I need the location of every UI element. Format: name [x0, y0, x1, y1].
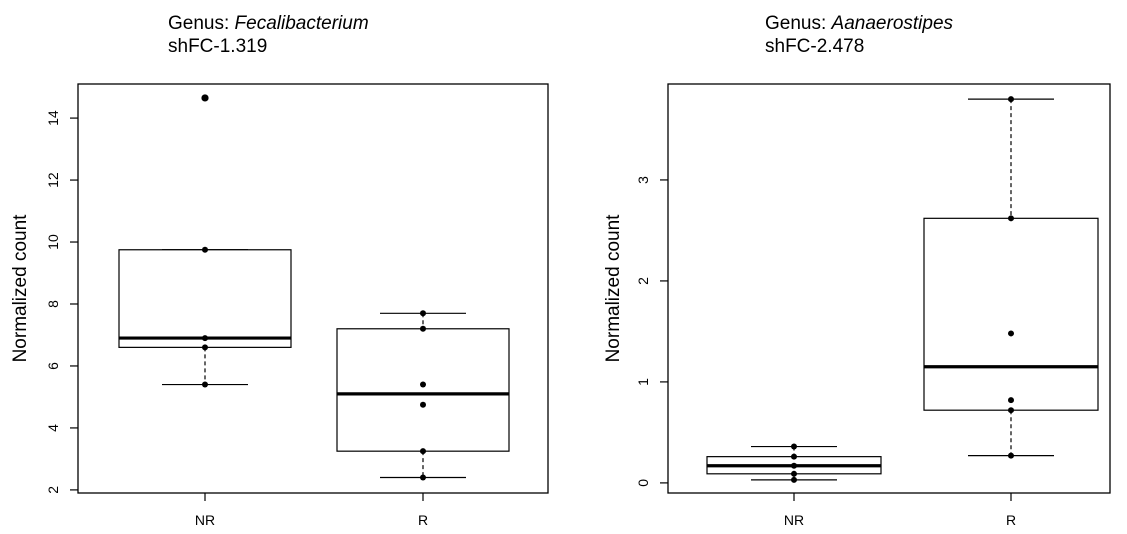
y-tick-label: 14	[45, 110, 61, 126]
chart-subtitle: shFC-2.478	[765, 36, 864, 57]
y-tick-label: 10	[45, 234, 61, 250]
data-point	[791, 462, 797, 469]
data-point	[420, 474, 426, 481]
box-r	[923, 96, 1099, 459]
chart-title-prefix: Genus:	[168, 13, 235, 34]
chart-title-genus: Fecalibacterium	[235, 13, 369, 34]
iqr-box	[118, 249, 292, 348]
data-point	[791, 443, 797, 450]
chart-title: Genus: Aanaerostipes	[765, 13, 954, 34]
data-point	[420, 325, 426, 332]
y-axis-label: Normalized count	[10, 214, 31, 363]
data-point	[1008, 407, 1014, 414]
y-tick-label: 8	[45, 300, 61, 308]
chart-subtitle: shFC-1.319	[168, 36, 267, 57]
y-tick-label: 6	[45, 362, 61, 370]
x-tick-label: NR	[195, 512, 215, 528]
iqr-box	[336, 328, 510, 452]
data-point	[202, 94, 208, 101]
y-tick-label: 3	[635, 176, 651, 184]
box-r	[336, 310, 510, 481]
data-point	[791, 476, 797, 483]
data-point	[202, 344, 208, 351]
data-point	[202, 335, 208, 342]
data-point	[1008, 330, 1014, 337]
y-tick-label: 4	[45, 424, 61, 432]
plot-frame	[77, 83, 549, 494]
data-point	[791, 453, 797, 460]
plot-frame	[667, 83, 1111, 494]
data-point	[1008, 96, 1014, 103]
x-tick-label: NR	[784, 512, 804, 528]
chart-title-genus: Aanaerostipes	[831, 13, 954, 34]
iqr-box	[923, 217, 1099, 411]
data-point	[420, 381, 426, 388]
data-point	[202, 246, 208, 253]
box-nr	[706, 443, 882, 483]
data-point	[1008, 397, 1014, 404]
chart-title: Genus: Fecalibacterium	[168, 13, 369, 34]
data-point	[791, 470, 797, 477]
y-tick-label: 12	[45, 172, 61, 188]
y-tick-label: 2	[635, 277, 651, 285]
data-point	[202, 381, 208, 388]
chart-title-prefix: Genus:	[765, 13, 832, 34]
y-axis-label: Normalized count	[603, 214, 624, 363]
box-nr	[118, 94, 292, 388]
x-tick-label: R	[418, 512, 428, 528]
y-tick-label: 2	[45, 486, 61, 494]
y-tick-label: 1	[635, 378, 651, 386]
y-tick-label: 0	[635, 479, 651, 487]
data-point	[1008, 452, 1014, 459]
data-point	[1008, 215, 1014, 222]
x-tick-label: R	[1006, 512, 1016, 528]
data-point	[420, 310, 426, 317]
data-point	[420, 448, 426, 455]
data-point	[420, 401, 426, 408]
